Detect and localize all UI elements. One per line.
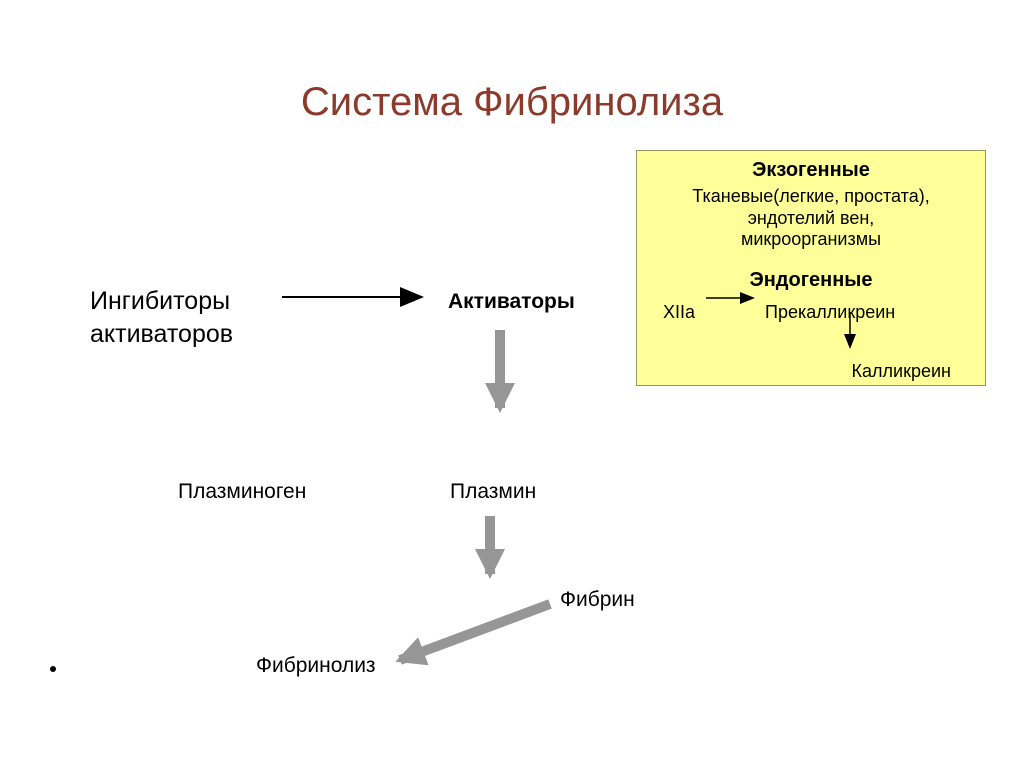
arrow-fibrin-to-fibrinolysis [400,604,550,660]
arrows-layer [0,0,1024,768]
